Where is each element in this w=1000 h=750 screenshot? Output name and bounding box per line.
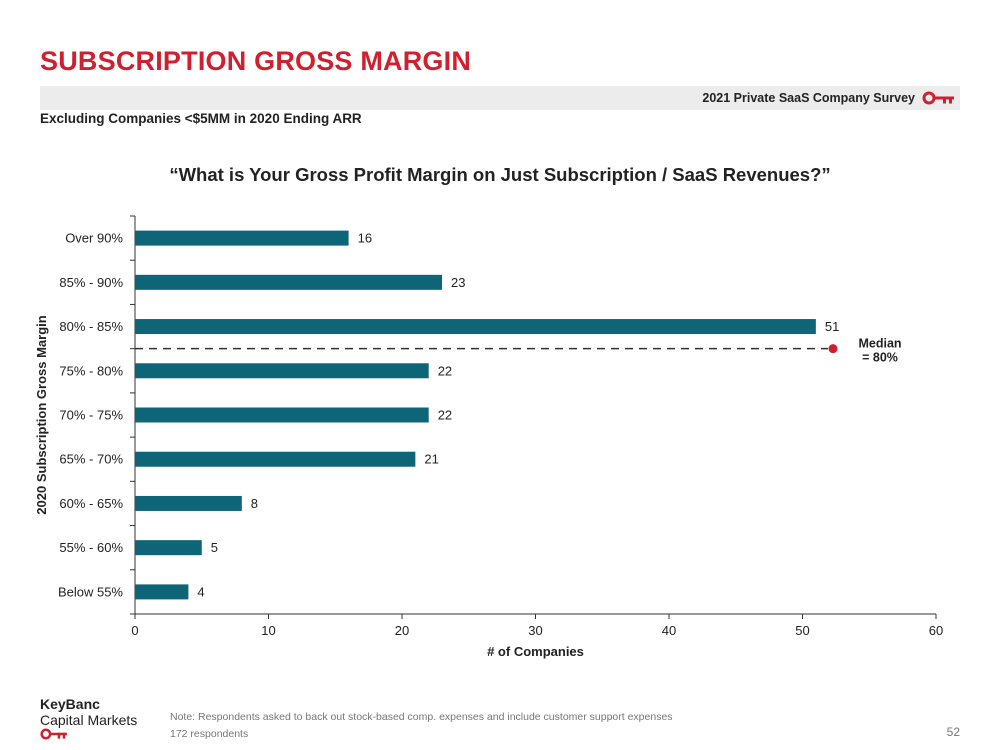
median-marker — [828, 344, 838, 354]
data-label: 51 — [825, 319, 839, 334]
bar — [135, 584, 189, 600]
brand-name: KeyBanc — [40, 696, 100, 712]
chart-title: “What is Your Gross Profit Margin on Jus… — [169, 164, 831, 185]
bar — [135, 319, 816, 335]
y-tick-label: Over 90% — [65, 231, 123, 246]
bar — [135, 451, 416, 467]
median-value-label: = 80% — [862, 351, 898, 365]
x-tick-label: 10 — [261, 623, 275, 638]
page-number: 52 — [946, 725, 960, 739]
y-tick-label: 65% - 70% — [59, 452, 123, 467]
data-label: 8 — [251, 496, 258, 511]
x-tick-label: 50 — [795, 623, 809, 638]
data-label: 21 — [424, 452, 438, 467]
bar-chart: 0 10 20 30 40 50 60 Over 90% 16 85% - 90% 23 80% - … — [34, 215, 943, 659]
data-label: 5 — [211, 540, 218, 555]
bar — [135, 230, 349, 246]
footnote-respondents: 172 respondents — [170, 728, 249, 740]
x-tick-label: 60 — [929, 623, 943, 638]
y-axis-title: 2020 Subscription Gross Margin — [34, 315, 49, 514]
x-tick-label: 0 — [131, 623, 138, 638]
y-tick-label: 55% - 60% — [59, 540, 123, 555]
survey-label: 2021 Private SaaS Company Survey — [702, 91, 915, 105]
data-label: 16 — [358, 231, 372, 246]
page-subtitle: Excluding Companies <$5MM in 2020 Ending… — [40, 111, 362, 126]
bar — [135, 363, 429, 379]
bar — [135, 407, 429, 423]
data-label: 22 — [438, 408, 452, 423]
footnote-note: Note: Respondents asked to back out stoc… — [170, 711, 673, 723]
bar — [135, 540, 202, 556]
bar — [135, 274, 443, 290]
brand-logo: KeyBanc Capital Markets — [40, 696, 137, 728]
brand-subname: Capital Markets — [40, 712, 138, 728]
key-footer-icon — [40, 728, 67, 740]
data-label: 4 — [197, 584, 204, 599]
median-label: Median — [858, 337, 901, 351]
data-label: 22 — [438, 363, 452, 378]
footnote: Note: Respondents asked to back out stoc… — [170, 709, 673, 743]
y-tick-label: 85% - 90% — [59, 275, 123, 290]
survey-band — [40, 86, 960, 110]
bar — [135, 495, 242, 511]
x-tick-label: 40 — [662, 623, 676, 638]
data-label: 23 — [451, 275, 465, 290]
y-tick-label: 60% - 65% — [59, 496, 123, 511]
y-tick-label: 70% - 75% — [59, 408, 123, 423]
x-tick-label: 20 — [395, 623, 409, 638]
x-axis-title: # of Companies — [487, 644, 584, 659]
y-tick-label: 80% - 85% — [59, 319, 123, 334]
y-tick-label: 75% - 80% — [59, 363, 123, 378]
y-tick-label: Below 55% — [58, 584, 123, 599]
key-logo-icon — [922, 91, 954, 105]
x-tick-label: 30 — [528, 623, 542, 638]
page-title: SUBSCRIPTION GROSS MARGIN — [40, 46, 472, 76]
